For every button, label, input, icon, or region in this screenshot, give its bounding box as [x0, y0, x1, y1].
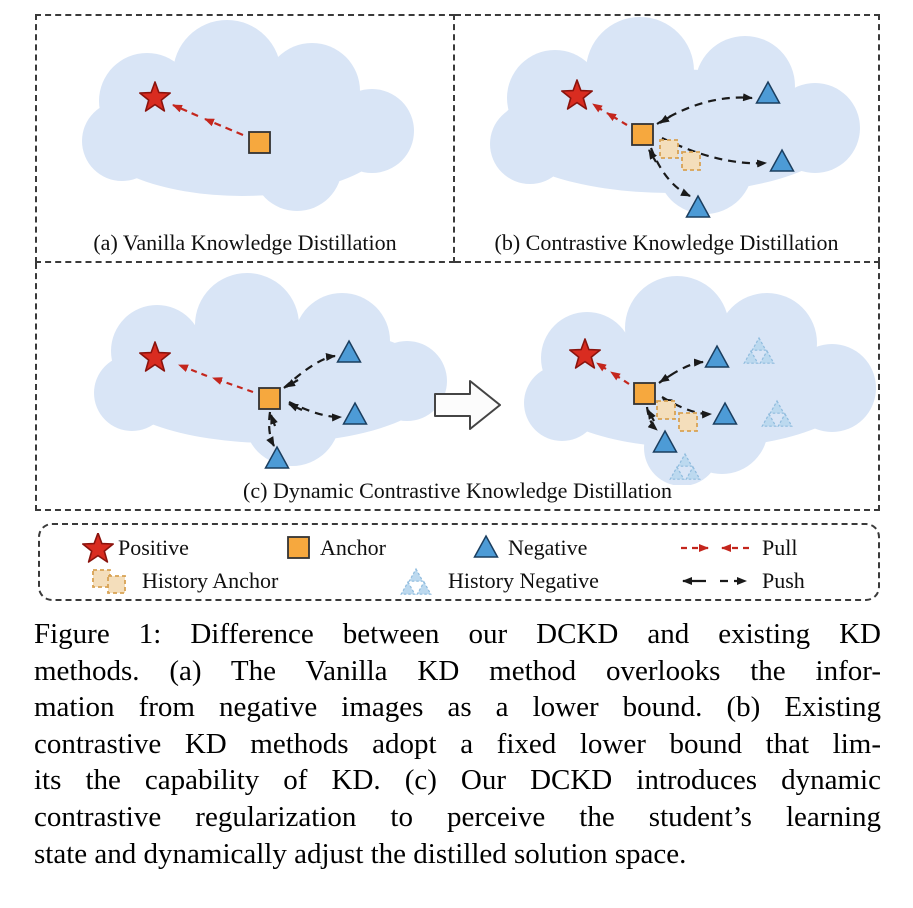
- panel-c-diagram: [94, 273, 876, 485]
- anchor-square-icon: [248, 131, 271, 154]
- pull-arrow: [172, 103, 244, 137]
- transform-arrow-icon: [434, 380, 501, 430]
- cloud-shape: [82, 20, 414, 211]
- anchor-square-icon: [631, 123, 654, 146]
- history-negative-icon: [400, 568, 432, 595]
- anchor-square-icon: [633, 382, 656, 405]
- history-anchor-icon: [659, 139, 701, 171]
- pull-arrow: [592, 103, 628, 126]
- panel-a: (a) Vanilla Knowledge Distillation: [35, 14, 455, 263]
- panel-b-diagram: [490, 17, 860, 218]
- history-anchor-icon: [656, 400, 698, 432]
- figure-caption-line: state and dynamically adjust the distill…: [34, 837, 687, 870]
- legend-history-anchor-label: History Anchor: [142, 568, 279, 593]
- figure-caption-line: contrastive regularization to perceive t…: [34, 800, 881, 833]
- panel-a-caption: (a) Vanilla Knowledge Distillation: [93, 230, 397, 255]
- legend-positive-label: Positive: [118, 535, 189, 560]
- figure-caption-line: methods. (a) The Vanilla KD method overl…: [34, 654, 881, 687]
- pull-arrow-right: [596, 362, 630, 385]
- panel-a-diagram: [82, 20, 414, 211]
- legend-push-label: Push: [762, 568, 805, 593]
- pull-arrow-icon: [681, 544, 749, 552]
- history-anchor-icon: [92, 569, 126, 594]
- legend-negative-label: Negative: [508, 535, 588, 560]
- figure-caption-line: Figure 1: Difference between our DCKD an…: [34, 618, 881, 650]
- figure-caption-line: mation from negative images as a lower b…: [34, 691, 881, 724]
- panel-c-caption: (c) Dynamic Contrastive Knowledge Distil…: [243, 478, 672, 503]
- positive-star-icon: [82, 533, 114, 563]
- anchor-square-icon: [287, 536, 310, 559]
- cloud-shape: [490, 17, 860, 214]
- figure-caption-line: contrastive KD methods adopt a fixed low…: [34, 727, 881, 760]
- pull-arrow-left: [178, 363, 254, 394]
- figure-caption: Figure 1: Difference between our DCKD an…: [34, 616, 881, 872]
- anchor-square-icon: [258, 387, 281, 410]
- legend-anchor-label: Anchor: [320, 535, 386, 560]
- panel-c: (c) Dynamic Contrastive Knowledge Distil…: [35, 263, 880, 511]
- legend-pull-label: Pull: [762, 535, 798, 560]
- push-arrow-icon: [682, 577, 747, 585]
- negative-triangle-icon: [473, 535, 499, 558]
- cloud-shape-right: [524, 276, 876, 485]
- panel-b: (b) Contrastive Knowledge Distillation: [455, 14, 880, 263]
- push-arrow-left: [266, 353, 342, 447]
- legend-history-negative-label: History Negative: [448, 568, 599, 593]
- figure-caption-line: its the capability of KD. (c) Our DCKD i…: [34, 764, 881, 797]
- panel-b-caption: (b) Contrastive Knowledge Distillation: [494, 230, 839, 255]
- legend-box: Positive Anchor Negative Pull History An…: [38, 523, 880, 601]
